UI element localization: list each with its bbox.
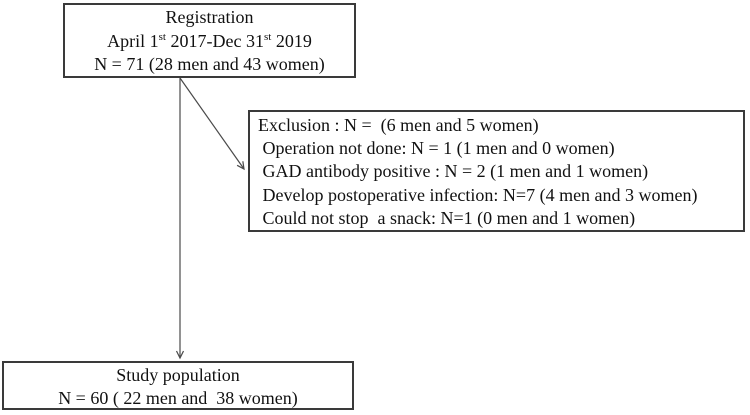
registration-count: N = 71 (28 men and 43 women)	[94, 54, 325, 74]
exclusion-box: Exclusion : N = (6 men and 5 women) Oper…	[248, 110, 745, 232]
exclusion-reason-snack: Could not stop a snack: N=1 (0 men and 1…	[258, 207, 636, 228]
date-part-2: 2017-Dec 31	[166, 30, 264, 51]
study-population-title: Study population	[116, 365, 240, 385]
study-population-count: N = 60 ( 22 men and 38 women)	[58, 387, 298, 408]
registration-date-range: April 1st 2017-Dec 31st 2019	[65, 30, 354, 54]
date-superscript-2: st	[263, 30, 272, 43]
exclusion-summary: Exclusion : N = (6 men and 5 women)	[258, 115, 539, 135]
exclusion-reason-gad-antibody: GAD antibody positive : N = 2 (1 men and…	[258, 161, 649, 182]
date-superscript-1: st	[158, 30, 166, 43]
exclusion-reason-operation-not-done: Operation not done: N = 1 (1 men and 0 w…	[258, 138, 615, 159]
study-population-box: Study population N = 60 ( 22 men and 38 …	[2, 361, 354, 410]
date-part-3: 2019	[271, 30, 312, 51]
registration-title: Registration	[165, 7, 254, 27]
exclusion-reason-postoperative-infection: Develop postoperative infection: N=7 (4 …	[258, 184, 698, 205]
registration-box: Registration April 1st 2017-Dec 31st 201…	[63, 3, 356, 78]
date-part-1: April 1	[107, 30, 159, 51]
arrow-registration-to-exclusion	[179, 77, 244, 169]
